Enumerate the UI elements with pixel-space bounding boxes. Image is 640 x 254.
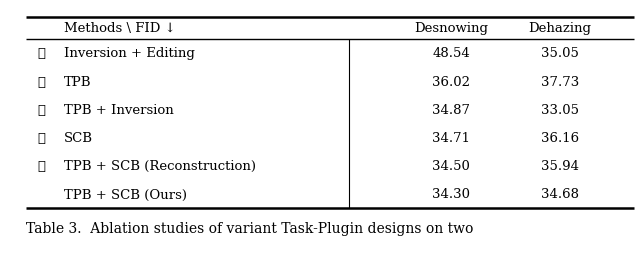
Text: 34.71: 34.71 [432,132,470,145]
Text: 37.73: 37.73 [541,75,579,88]
Text: TPB: TPB [64,75,92,88]
Text: 48.54: 48.54 [433,47,470,60]
Text: ②: ② [38,75,45,88]
Text: 34.68: 34.68 [541,188,579,201]
Text: ⑤: ⑤ [38,160,45,173]
Text: 34.50: 34.50 [432,160,470,173]
Text: Table 3.  Ablation studies of variant Task-Plugin designs on two: Table 3. Ablation studies of variant Tas… [26,222,473,235]
Text: ③: ③ [38,103,45,116]
Text: 34.30: 34.30 [432,188,470,201]
Text: Methods \ FID ↓: Methods \ FID ↓ [64,22,176,35]
Text: Desnowing: Desnowing [414,22,488,35]
Text: 33.05: 33.05 [541,103,579,116]
Text: TPB + Inversion: TPB + Inversion [64,103,173,116]
Text: TPB + SCB (Ours): TPB + SCB (Ours) [64,188,187,201]
Text: ④: ④ [38,132,45,145]
Text: 36.16: 36.16 [541,132,579,145]
Text: 35.94: 35.94 [541,160,579,173]
Text: SCB: SCB [64,132,93,145]
Text: 34.87: 34.87 [432,103,470,116]
Text: TPB + SCB (Reconstruction): TPB + SCB (Reconstruction) [64,160,256,173]
Text: ①: ① [38,47,45,60]
Text: 36.02: 36.02 [432,75,470,88]
Text: Inversion + Editing: Inversion + Editing [64,47,195,60]
Text: 35.05: 35.05 [541,47,579,60]
Text: Dehazing: Dehazing [529,22,591,35]
